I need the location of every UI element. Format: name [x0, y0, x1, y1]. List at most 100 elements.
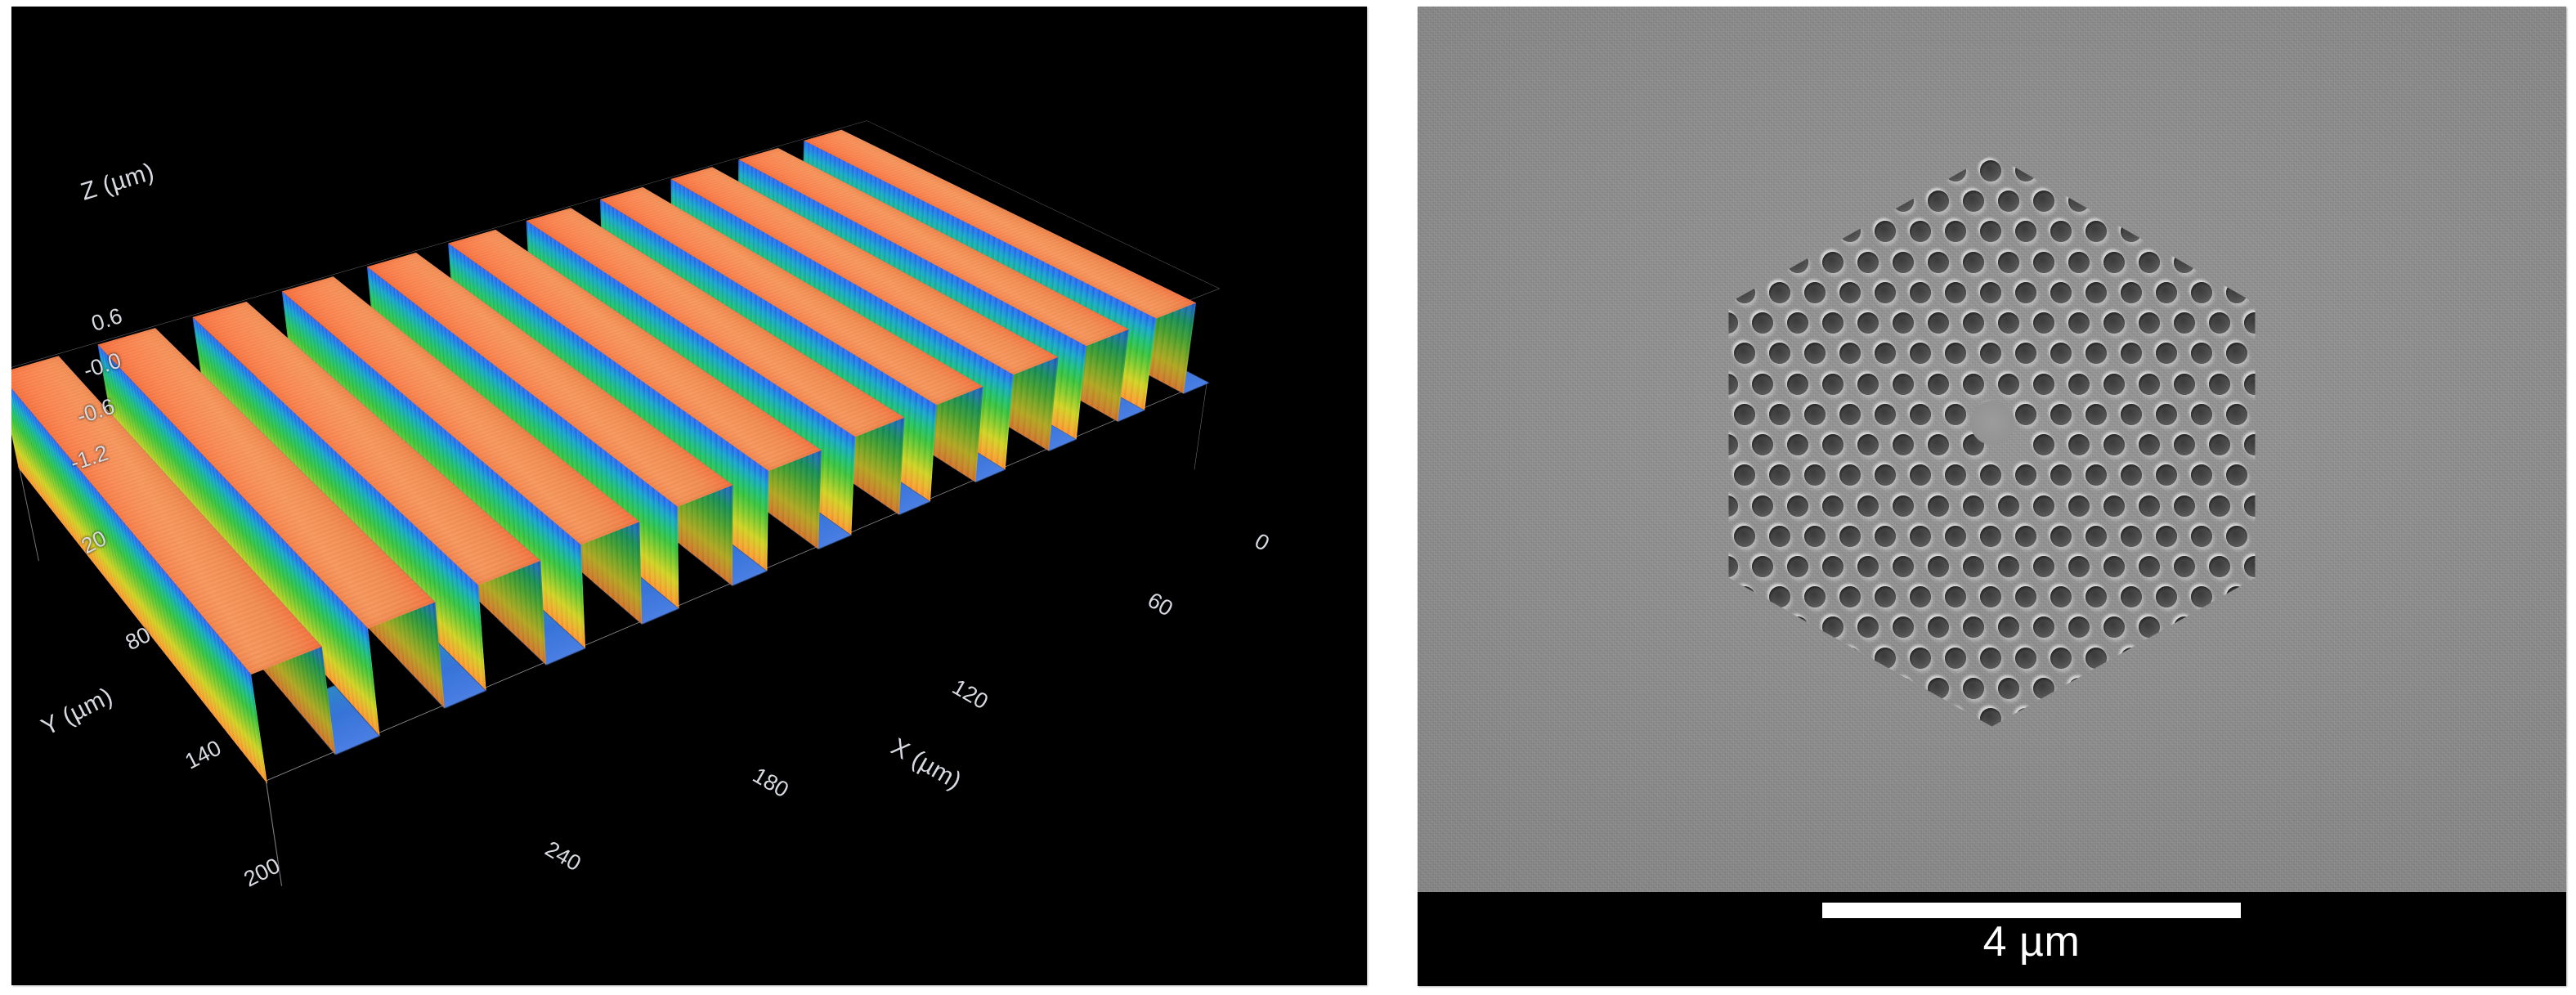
nanohole	[1751, 495, 1773, 517]
nanohole	[1769, 159, 1790, 182]
nanohole	[2068, 495, 2090, 517]
nanohole	[2261, 464, 2278, 486]
nanohole	[2156, 708, 2177, 727]
nanohole	[1821, 190, 1844, 213]
nanohole	[1786, 677, 1808, 699]
nanohole	[1839, 159, 1861, 182]
nanohole	[1945, 343, 1966, 365]
nanohole	[2208, 556, 2230, 577]
nanohole	[2156, 647, 2177, 669]
nanohole	[2103, 312, 2125, 334]
nanohole	[1945, 403, 1966, 425]
nanohole	[2261, 526, 2278, 547]
nanohole	[1751, 190, 1773, 213]
nanohole	[2085, 159, 2107, 182]
nanohole	[1875, 525, 1896, 547]
nanohole	[2191, 281, 2212, 303]
nanohole	[1734, 221, 1755, 243]
nanohole	[1804, 281, 1826, 303]
nanohole	[1927, 434, 1949, 456]
nanohole	[2191, 647, 2212, 669]
nanohole	[1875, 403, 1896, 425]
nanohole	[2138, 373, 2160, 395]
nanohole	[1786, 556, 1808, 577]
nanohole	[2261, 708, 2278, 726]
nanohole	[2243, 190, 2256, 213]
nanohole	[2138, 251, 2160, 273]
nanohole	[1997, 616, 2019, 639]
grating-surface	[11, 129, 1210, 784]
nanohole	[1821, 312, 1844, 334]
nanohole	[2191, 708, 2212, 727]
nanohole	[1804, 586, 1826, 608]
nanohole	[1751, 251, 1773, 273]
nanohole	[1821, 677, 1844, 699]
nanohole	[2032, 251, 2054, 273]
nanohole	[1962, 556, 1984, 577]
nanohole	[1728, 312, 1738, 334]
nanohole	[1839, 281, 1861, 303]
nanohole	[2015, 647, 2036, 669]
nanohole	[2156, 159, 2177, 182]
nanohole	[1980, 586, 2001, 608]
nanohole	[2050, 403, 2072, 425]
nanohole	[1734, 586, 1755, 608]
nanohole	[2121, 281, 2142, 303]
nanohole	[1821, 434, 1844, 456]
nanohole	[1910, 708, 1931, 727]
nanohole	[1734, 647, 1755, 669]
nanohole	[1706, 221, 1721, 242]
nanohole	[1980, 343, 2001, 365]
nanohole	[1962, 677, 1984, 699]
nanohole	[2085, 525, 2107, 547]
nanohole	[2121, 221, 2142, 243]
nanohole	[2085, 221, 2107, 243]
nanohole	[1786, 190, 1808, 213]
nanohole	[2068, 556, 2090, 577]
nanohole	[2050, 586, 2072, 608]
nanohole	[1769, 464, 1790, 486]
nanohole	[1980, 159, 2001, 182]
nanohole	[2085, 647, 2107, 669]
nanohole	[1927, 373, 1949, 395]
nanohole	[1980, 221, 2001, 243]
nanohole	[2015, 281, 2036, 303]
nanohole	[2085, 343, 2107, 365]
nanohole	[2173, 495, 2195, 517]
nanohole	[1927, 251, 1949, 273]
nanohole	[1786, 312, 1808, 334]
nanohole	[1927, 190, 1949, 213]
nanohole	[1786, 251, 1808, 273]
nanohole	[2103, 677, 2125, 699]
nanohole	[1892, 312, 1914, 334]
nanohole	[1910, 525, 1931, 547]
nanohole	[1839, 708, 1861, 727]
nanohole	[2103, 434, 2125, 456]
nanohole	[1980, 464, 2001, 486]
nanohole	[1769, 343, 1790, 365]
nanohole	[2103, 616, 2125, 639]
nanohole	[1892, 434, 1914, 456]
nanohole	[1945, 525, 1966, 547]
nanohole	[1997, 190, 2019, 213]
nanohole	[1875, 281, 1896, 303]
nanohole	[1804, 159, 1826, 182]
nanohole	[1910, 647, 1931, 669]
nanohole	[1804, 647, 1826, 669]
nanohole	[1769, 221, 1790, 243]
nanohole	[2068, 434, 2090, 456]
nanohole	[2261, 404, 2278, 425]
nanohole	[2138, 312, 2160, 334]
nanohole	[1997, 556, 2019, 577]
nanohole	[2208, 312, 2230, 334]
nanohole	[2226, 586, 2247, 608]
nanohole	[1786, 373, 1808, 395]
nanohole	[1927, 677, 1949, 699]
nanohole	[1910, 343, 1931, 365]
nanohole	[1875, 586, 1896, 608]
nanohole	[2050, 708, 2072, 727]
nanohole	[1734, 343, 1755, 365]
nanohole	[2208, 434, 2230, 456]
nanohole	[1734, 403, 1755, 425]
